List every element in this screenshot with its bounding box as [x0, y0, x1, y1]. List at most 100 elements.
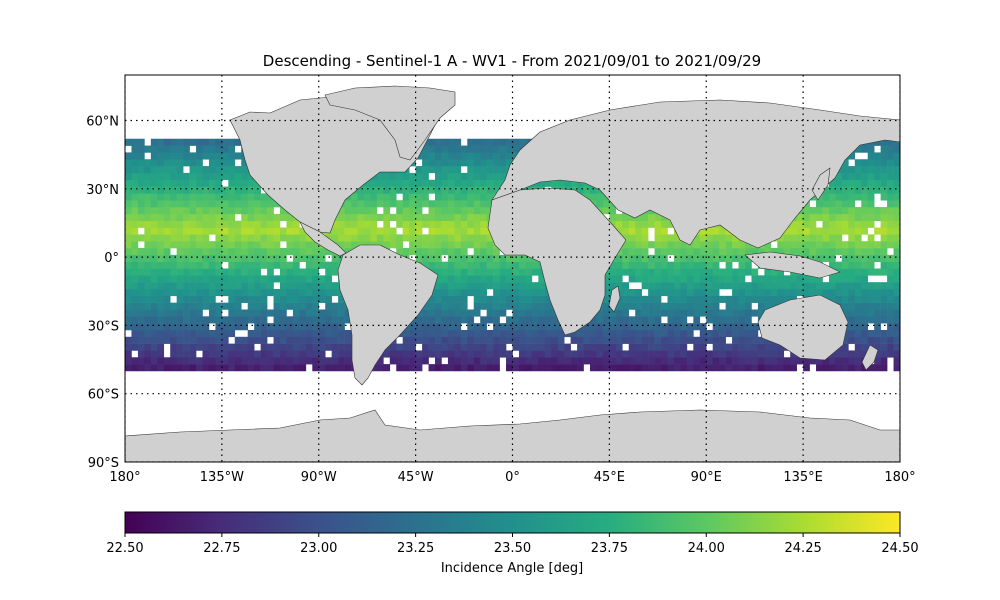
data-cell	[887, 268, 894, 276]
data-cell	[854, 343, 862, 351]
data-cell	[331, 234, 339, 242]
data-cell	[196, 213, 203, 221]
data-cell	[435, 275, 442, 283]
data-cell	[273, 302, 281, 310]
data-cell	[493, 364, 500, 372]
data-cell	[150, 186, 158, 194]
data-cell	[344, 213, 352, 221]
data-cell	[157, 193, 165, 201]
land-africa	[487, 187, 627, 336]
data-cell	[202, 343, 210, 351]
data-cell	[150, 241, 158, 249]
data-cell	[777, 282, 785, 290]
data-cell	[473, 234, 481, 242]
data-cell	[357, 220, 365, 228]
data-cell	[874, 152, 881, 160]
data-cell	[137, 288, 145, 297]
data-cell	[163, 172, 171, 181]
data-cell	[344, 241, 352, 249]
data-cell	[725, 343, 733, 351]
data-cell	[383, 172, 391, 181]
data-cell	[693, 302, 701, 310]
data-cell	[396, 234, 404, 242]
data-cell	[803, 227, 810, 235]
latitude-tick-label: 90°S	[88, 456, 119, 471]
data-cell	[719, 248, 726, 256]
longitude-tick-label: 90°E	[691, 470, 722, 485]
data-cell	[447, 357, 455, 365]
data-cell	[699, 295, 707, 303]
data-cell	[486, 254, 494, 262]
data-cell	[783, 241, 791, 249]
data-cell	[344, 350, 352, 358]
data-cell	[131, 234, 139, 242]
data-cell	[861, 159, 869, 167]
data-cell	[467, 200, 475, 208]
data-cell	[854, 234, 862, 242]
data-cell	[157, 220, 165, 228]
data-cell	[480, 323, 487, 331]
data-cell	[409, 213, 416, 221]
data-cell	[447, 220, 455, 228]
data-cell	[280, 357, 287, 365]
data-cell	[590, 336, 597, 344]
data-cell	[150, 268, 158, 276]
data-cell	[887, 234, 894, 242]
data-cell	[267, 357, 274, 365]
data-cell	[796, 234, 804, 242]
data-cell	[241, 268, 249, 276]
data-cell	[887, 302, 894, 310]
data-cell	[738, 357, 746, 365]
data-cell	[822, 186, 830, 194]
data-cell	[887, 288, 894, 297]
data-cell	[176, 268, 184, 276]
data-cell	[628, 302, 636, 310]
data-cell	[803, 220, 810, 228]
data-cell	[745, 309, 752, 317]
data-cell	[893, 213, 900, 221]
data-cell	[422, 186, 429, 194]
data-cell	[331, 282, 339, 290]
latitude-tick-label: 60°S	[88, 388, 119, 403]
data-cell	[280, 309, 287, 317]
data-cell	[435, 186, 442, 194]
data-cell	[861, 288, 869, 297]
data-cell	[867, 309, 875, 317]
data-cell	[202, 207, 210, 215]
data-cell	[331, 323, 339, 331]
data-cell	[615, 357, 623, 365]
data-cell	[221, 288, 229, 297]
data-cell	[208, 343, 216, 351]
data-cell	[473, 159, 481, 167]
data-cell	[893, 254, 900, 262]
data-cell	[435, 193, 442, 201]
data-cell	[435, 295, 442, 303]
data-cell	[402, 357, 410, 365]
data-cell	[273, 323, 281, 331]
data-cell	[745, 357, 752, 365]
data-cell	[493, 357, 500, 365]
data-cell	[667, 309, 675, 317]
data-cell	[125, 227, 132, 235]
data-cell	[712, 343, 720, 351]
data-cell	[841, 268, 849, 276]
data-cell	[215, 241, 223, 249]
data-cell	[615, 343, 623, 351]
data-cell	[331, 254, 339, 262]
data-cell	[622, 213, 630, 221]
data-cell	[544, 295, 552, 303]
data-cell	[719, 241, 726, 249]
data-cell	[254, 309, 261, 317]
data-cell	[435, 268, 442, 276]
data-cell	[428, 309, 436, 317]
data-cell	[215, 302, 223, 310]
data-cell	[125, 316, 132, 324]
data-cell	[661, 254, 668, 262]
data-cell	[221, 138, 229, 146]
data-cell	[157, 323, 165, 331]
data-cell	[447, 336, 455, 344]
data-cell	[241, 172, 249, 181]
data-cell	[402, 248, 410, 256]
data-cell	[867, 234, 875, 242]
data-cell	[221, 172, 229, 181]
